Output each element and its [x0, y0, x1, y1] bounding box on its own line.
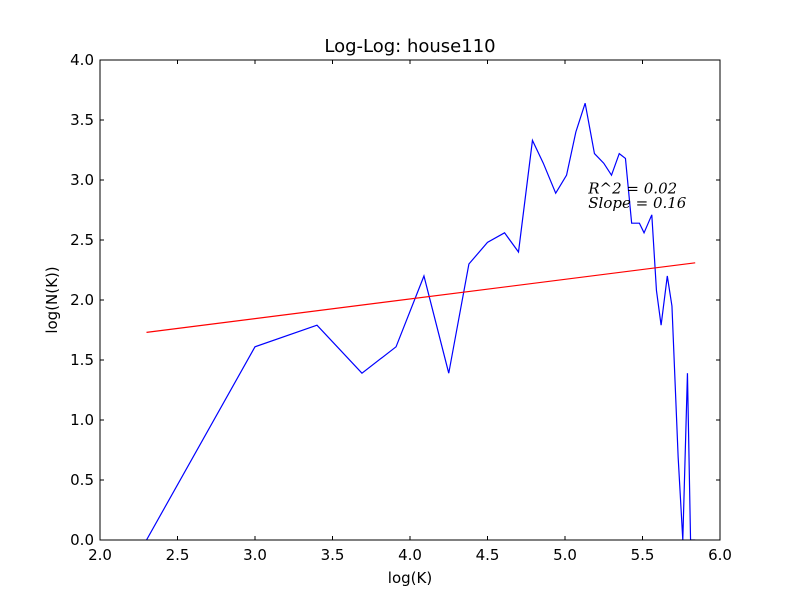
x-tick-label: 6.0 [708, 546, 732, 564]
y-tick-label: 4.0 [70, 51, 94, 69]
plot-area [145, 103, 696, 540]
fit-line [146, 262, 696, 333]
x-tick-label: 5.0 [553, 546, 577, 564]
y-tick-label: 2.5 [70, 231, 94, 249]
chart-title: Log-Log: house110 [324, 36, 495, 57]
x-tick-label: 4.0 [398, 546, 422, 564]
x-tick-label: 3.5 [321, 546, 345, 564]
x-tick-label: 2.5 [166, 546, 190, 564]
data-series-line [145, 103, 696, 540]
y-tick-label: 3.5 [70, 111, 94, 129]
x-tick-label: 2.0 [88, 546, 112, 564]
y-tick-label: 1.0 [70, 411, 94, 429]
y-tick-label: 2.0 [70, 291, 94, 309]
y-axis-label: log(N(K)) [43, 266, 61, 333]
y-tick-label: 3.0 [70, 171, 94, 189]
axis-ticks: 2.0 2.5 3.0 3.5 4.0 4.5 5.0 5.5 6.0 0.0 0.5 1.0 1.5 2… [70, 51, 732, 564]
x-tick-label: 3.0 [243, 546, 267, 564]
slope-annotation: Slope = 0.16 [588, 194, 687, 212]
r-squared-annotation: R^2 = 0.02 [587, 179, 677, 197]
y-tick-label: 0.5 [70, 471, 94, 489]
x-tick-label: 5.5 [631, 546, 655, 564]
x-tick-label: 4.5 [476, 546, 500, 564]
x-axis-label: log(K) [388, 569, 432, 587]
y-tick-label: 1.5 [70, 351, 94, 369]
y-tick-label: 0.0 [70, 531, 94, 549]
